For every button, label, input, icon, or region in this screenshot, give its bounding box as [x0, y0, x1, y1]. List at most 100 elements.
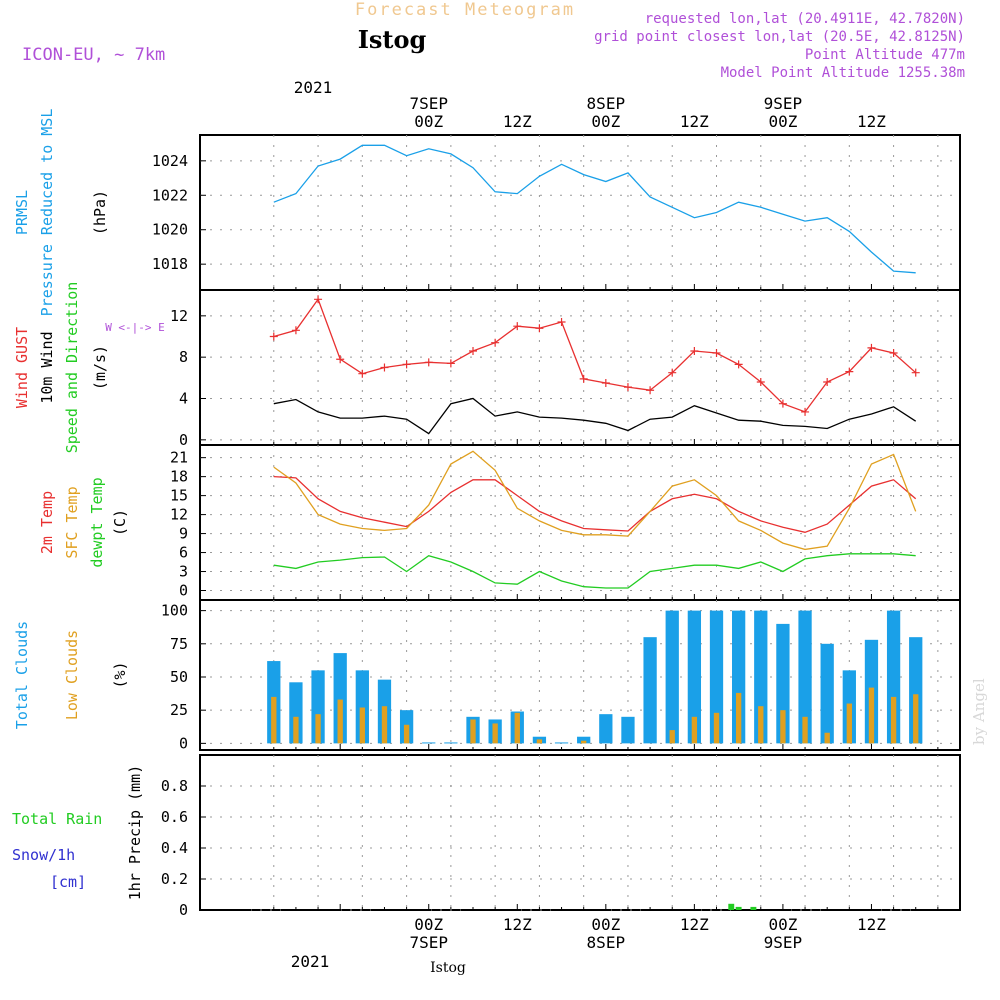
- gust-point: [756, 377, 765, 386]
- gust-point: [601, 379, 610, 387]
- y-tick-label: 1020: [152, 221, 188, 239]
- low-cloud-bar: [913, 694, 919, 744]
- gust-point: [712, 349, 721, 358]
- total-cloud-bar: [754, 610, 768, 744]
- y-tick-label: 1022: [152, 186, 188, 204]
- gust-point: [579, 374, 588, 383]
- y-tick-label: 0: [179, 901, 188, 919]
- watermark: by Angel: [970, 678, 988, 745]
- rain-bar: [735, 906, 742, 910]
- y-tick-label: 3: [179, 563, 188, 581]
- panel-wind: 0 4 8 12 Wind GUST 10m Wind Speed and Directio…: [13, 282, 961, 453]
- series-line-10m-wind: [273, 397, 917, 435]
- total-cloud-bar: [355, 670, 369, 744]
- gust-point: [690, 346, 699, 355]
- y-axis-label: (%): [111, 661, 129, 688]
- gust-point: [314, 295, 323, 304]
- y-tick-label: 1024: [152, 152, 188, 170]
- y-axis-label: Low Clouds: [63, 630, 81, 720]
- total-cloud-bar: [554, 742, 569, 744]
- gust-point: [291, 326, 300, 335]
- total-cloud-bar: [909, 637, 923, 744]
- y-tick-label: 12: [170, 506, 188, 524]
- total-cloud-bar: [422, 742, 436, 744]
- series-line-dewpt-temp: [273, 553, 916, 589]
- low-cloud-bar: [492, 723, 498, 744]
- total-cloud-bar: [599, 714, 613, 744]
- low-cloud-bar: [359, 707, 365, 744]
- bottom-year: 2021: [291, 952, 330, 971]
- panel-frame: [199, 599, 961, 751]
- y-axis-label: (m/s): [91, 345, 109, 390]
- gust-point: [446, 359, 455, 368]
- y-tick-label: 0.8: [161, 777, 188, 795]
- y-tick-label: 18: [170, 468, 188, 486]
- bottom-date-label: 9SEP: [764, 933, 803, 952]
- y-tick-label: 15: [170, 487, 188, 505]
- bottom-location: Istog: [430, 960, 466, 976]
- low-cloud-bar: [713, 712, 720, 744]
- rain-bar: [728, 903, 735, 910]
- gust-point: [402, 360, 411, 369]
- gust-point: [269, 332, 278, 341]
- low-cloud-bar: [669, 730, 675, 744]
- total-cloud-bar: [577, 736, 591, 744]
- panel-precip: 0 0.2 0.4 0.6 0.8 1hr Precip (mm) Total Rain Sn…: [12, 754, 961, 919]
- low-cloud-bar: [514, 712, 520, 744]
- y-tick-label: 0: [179, 431, 188, 449]
- top-date-label: 7SEP: [409, 94, 448, 113]
- y-tick-label: 12: [170, 307, 188, 325]
- low-cloud-bar: [890, 696, 897, 744]
- model-label: ICON-EU, ~ 7km: [22, 45, 165, 65]
- y-tick-label: 0.2: [161, 870, 188, 888]
- rain-bar: [750, 906, 757, 910]
- low-cloud-bar: [780, 710, 786, 744]
- bottom-date-label: 7SEP: [409, 933, 448, 952]
- panel-frame: [199, 444, 961, 601]
- total-cloud-bar: [709, 610, 724, 744]
- cm-label: [cm]: [50, 873, 86, 891]
- gust-point: [623, 383, 632, 392]
- low-cloud-bar: [403, 724, 410, 744]
- grid-point-coords: grid point closest lon,lat (20.5E, 42.81…: [594, 29, 965, 45]
- low-cloud-bar: [735, 692, 742, 744]
- y-tick-label: 1018: [152, 255, 188, 273]
- y-tick-label: 21: [170, 449, 188, 467]
- series-line-pressure: [273, 144, 916, 274]
- panel-frame: [199, 134, 961, 291]
- y-axis-label: PRMSL: [13, 190, 31, 235]
- gust-point: [801, 407, 810, 416]
- bottom-time-label: 12Z: [857, 915, 886, 934]
- y-tick-label: 8: [179, 348, 188, 366]
- total-cloud-bar: [289, 682, 303, 744]
- gust-point: [646, 386, 655, 395]
- low-cloud-bar: [802, 716, 808, 744]
- panel-pressure: 1018 1020 1022 1024 PRMSL Pressure Reduced to…: [13, 109, 961, 316]
- bottom-time-label: 12Z: [503, 915, 532, 934]
- y-axis-label: SFC Temp: [63, 486, 81, 558]
- total-cloud-bar: [687, 610, 702, 744]
- model-altitude: Model Point Altitude 1255.38m: [721, 65, 965, 81]
- panels: 1018 1020 1022 1024 PRMSL Pressure Reduced to…: [12, 109, 961, 919]
- y-axis-label: 1hr Precip (mm): [126, 765, 144, 900]
- top-time-label: 00Z: [768, 112, 797, 131]
- top-date-label: 9SEP: [764, 94, 803, 113]
- y-tick-label: 100: [161, 602, 188, 620]
- total-cloud-bar: [621, 716, 635, 744]
- total-cloud-bar: [798, 610, 812, 744]
- low-cloud-bar: [691, 716, 698, 744]
- y-axis-label: (hPa): [91, 190, 109, 235]
- y-tick-label: 4: [179, 390, 188, 408]
- low-cloud-bar: [868, 687, 875, 744]
- gust-point: [336, 355, 345, 364]
- total-cloud-bar: [665, 610, 679, 744]
- top-time-label: 00Z: [414, 112, 443, 131]
- y-tick-label: 0: [179, 582, 188, 600]
- y-tick-label: 75: [170, 635, 188, 653]
- gust-point: [491, 338, 500, 347]
- forecast-title: Forecast Meteogram: [355, 0, 575, 20]
- y-tick-label: 6: [179, 544, 188, 562]
- y-tick-label: 0.4: [161, 839, 188, 857]
- gust-point: [469, 346, 478, 355]
- total-cloud-bar: [732, 610, 746, 744]
